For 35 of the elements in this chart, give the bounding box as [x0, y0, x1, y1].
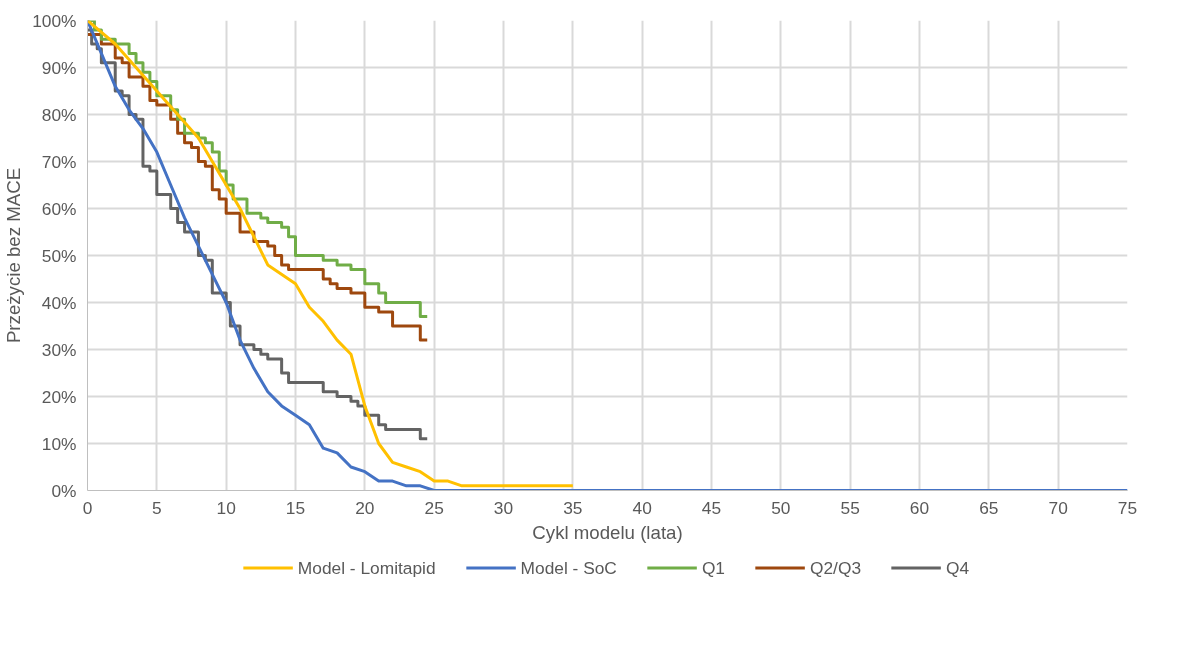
x-tick-label: 70 — [1048, 497, 1068, 518]
y-tick-label: 70% — [41, 151, 77, 172]
legend-label: Q4 — [946, 557, 970, 578]
y-tick-label: 20% — [41, 386, 77, 407]
x-tick-label: 0 — [82, 497, 93, 518]
x-tick-label: 30 — [493, 497, 514, 518]
y-tick-label: 80% — [41, 104, 77, 125]
x-tick-label: 10 — [216, 497, 236, 518]
y-tick-label: 30% — [41, 339, 77, 360]
y-tick-label: 60% — [41, 198, 77, 219]
x-tick-label: 45 — [701, 497, 722, 518]
x-tick-label: 60 — [909, 497, 930, 518]
legend-label: Model - Lomitapid — [297, 557, 436, 578]
x-tick-label: 40 — [632, 497, 652, 518]
x-tick-label: 50 — [771, 497, 791, 518]
line-series — [87, 20, 1128, 491]
x-tick-label: 25 — [424, 497, 444, 518]
legend-label: Q2/Q3 — [810, 557, 862, 578]
x-axis-title: Cykl modelu (lata) — [532, 521, 683, 543]
x-tick-label: 35 — [563, 497, 583, 518]
x-tick-label: 20 — [355, 497, 375, 518]
y-tick-label: 100% — [32, 10, 77, 31]
y-tick-label: 10% — [41, 433, 77, 454]
y-axis-title: Przeżycie bez MACE — [3, 167, 25, 344]
x-tick-label: 55 — [840, 497, 860, 518]
y-tick-label: 0% — [51, 480, 77, 501]
y-tick-label: 90% — [41, 57, 77, 78]
x-tick-label: 65 — [979, 497, 999, 518]
y-tick-label: 40% — [41, 292, 77, 313]
legend-label: Q1 — [701, 557, 725, 578]
x-tick-label: 5 — [152, 497, 162, 518]
x-tick-label: 75 — [1117, 497, 1138, 518]
x-tick-label: 15 — [285, 497, 306, 518]
legend-label: Model - SoC — [520, 557, 617, 578]
y-tick-label: 50% — [41, 245, 77, 266]
